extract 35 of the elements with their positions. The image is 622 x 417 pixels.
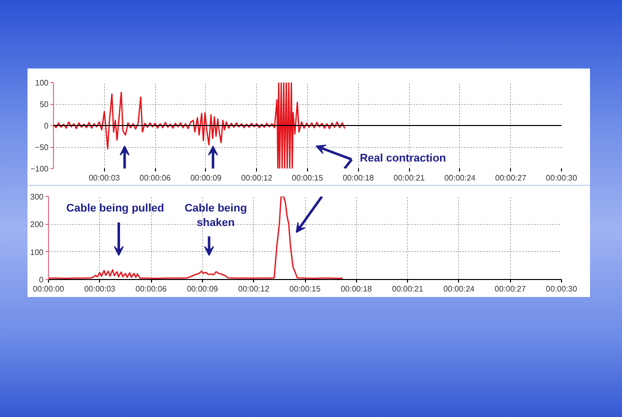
y-tick-label: 50 (40, 100, 50, 109)
annotation: Cable being shaken (184, 202, 247, 229)
y-tick-label: 0 (39, 276, 44, 284)
x-tick-label: 00:00:18 (340, 284, 372, 294)
x-tick-label: 00:00:09 (186, 284, 219, 294)
x-tick-label: 00:00:21 (394, 174, 426, 182)
y-tick-label: 100 (30, 248, 44, 257)
y-tick-label: −50 (34, 143, 50, 152)
x-tick-label: 00:00:21 (392, 284, 424, 294)
x-tick-label: 00:00:30 (546, 284, 578, 294)
x-tick-label: 00:00:12 (241, 174, 273, 182)
x-tick-label: 00:00:15 (289, 284, 322, 294)
line-series (48, 196, 344, 280)
x-tick-label: 00:00:18 (342, 174, 374, 182)
x-tick-label: 00:00:30 (546, 174, 578, 182)
x-tick-label: 00:00:06 (136, 284, 168, 294)
y-tick-label: 300 (30, 192, 44, 202)
annotation: Real contraction (360, 152, 446, 165)
y-tick-label: 0 (44, 122, 50, 130)
x-tick-label: 00:00:27 (495, 174, 527, 182)
x-tick-label: 00:00:09 (190, 174, 222, 182)
x-tick-label: 00:00:24 (443, 284, 476, 294)
x-tick-label: 00:00:27 (494, 284, 526, 294)
line-series (54, 82, 346, 168)
x-tick-label: 00:00:12 (238, 284, 270, 294)
y-tick-label: 200 (30, 220, 44, 230)
x-tick-label: 00:00:00 (32, 284, 65, 294)
x-tick-label: 00:00:15 (292, 174, 324, 182)
x-tick-label: 00:00:24 (444, 174, 476, 182)
y-tick-label: 100 (35, 78, 50, 88)
annotation: Cable being pulled (66, 202, 164, 214)
x-tick-label: 00:00:03 (84, 284, 116, 294)
x-tick-label: 00:00:03 (88, 174, 120, 182)
y-tick-label: −100 (30, 164, 50, 174)
x-tick-label: 00:00:06 (140, 174, 172, 182)
